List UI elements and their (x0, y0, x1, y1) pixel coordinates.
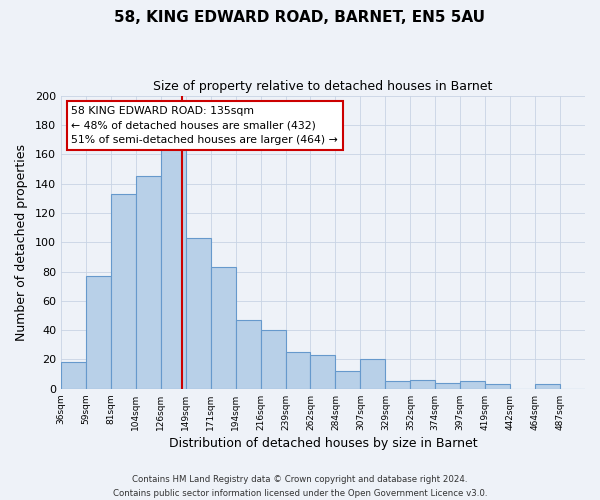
Bar (211, 267, 236, 389)
Bar (335, 371, 361, 389)
Bar (161, 147, 186, 389)
Bar (460, 382, 485, 389)
Y-axis label: Number of detached properties: Number of detached properties (15, 144, 28, 340)
Text: 58, KING EDWARD ROAD, BARNET, EN5 5AU: 58, KING EDWARD ROAD, BARNET, EN5 5AU (115, 10, 485, 25)
Title: Size of property relative to detached houses in Barnet: Size of property relative to detached ho… (153, 80, 493, 93)
Bar (310, 355, 335, 389)
Text: Contains HM Land Registry data © Crown copyright and database right 2024.
Contai: Contains HM Land Registry data © Crown c… (113, 476, 487, 498)
Bar (385, 382, 410, 389)
X-axis label: Distribution of detached houses by size in Barnet: Distribution of detached houses by size … (169, 437, 477, 450)
Bar (485, 384, 510, 389)
Bar (186, 238, 211, 389)
Bar (260, 330, 286, 389)
Bar (535, 384, 560, 389)
Bar (136, 176, 161, 389)
Bar (435, 383, 460, 389)
Bar (86, 276, 111, 389)
Bar (361, 360, 385, 389)
Text: 58 KING EDWARD ROAD: 135sqm
← 48% of detached houses are smaller (432)
51% of se: 58 KING EDWARD ROAD: 135sqm ← 48% of det… (71, 106, 338, 146)
Bar (111, 194, 136, 389)
Bar (410, 380, 435, 389)
Bar (61, 362, 86, 389)
Bar (286, 352, 310, 389)
Bar (236, 320, 260, 389)
